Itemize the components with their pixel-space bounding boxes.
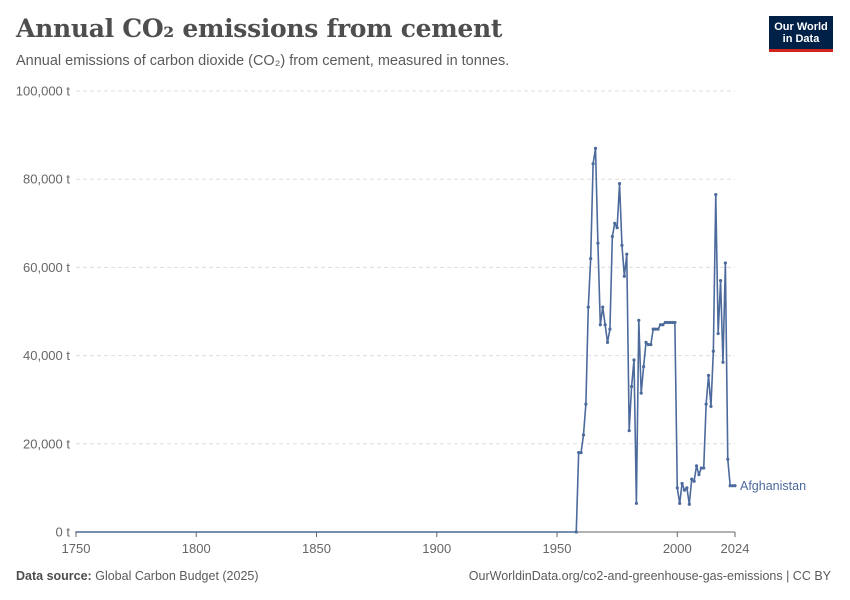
series-label: Afghanistan [740,479,806,493]
data-point [591,162,595,166]
data-point [574,530,578,534]
x-tick-label: 1750 [62,541,91,556]
data-point [622,274,626,278]
data-point [658,323,663,327]
y-axis-tick-labels: 0 t 20,000 t 40,000 t 60,000 t 80,000 t 100,0… [16,84,71,540]
x-tick-label: 2024 [721,541,750,556]
data-point [613,221,617,225]
data-point [697,473,701,477]
data-point [627,428,631,433]
data-point [632,358,636,362]
series-layer: Afghanistan [76,146,806,534]
data-point [721,360,725,364]
data-point [589,256,593,261]
data-point [690,477,694,481]
data-point [716,331,720,336]
x-tick-label: 1850 [302,541,331,556]
data-point [702,466,706,470]
data-point [601,305,605,309]
data-point [733,484,737,488]
footer-url[interactable]: OurWorldinData.org/co2-and-greenhouse-ga… [468,569,831,583]
data-point [678,501,682,505]
data-point [726,457,730,461]
logo-line-1: Our World [774,20,828,33]
data-point [637,318,641,322]
data-source-label: Data source: [16,569,92,583]
data-point [704,402,708,406]
data-point [605,340,610,344]
x-tick-label: 2000 [663,541,692,556]
logo-line-2: in Data [782,32,820,45]
data-point [723,261,727,265]
x-axis: 1750 1800 1850 1900 1950 2000 2024 [62,531,750,556]
data-point [687,502,691,506]
grid-lines [76,90,735,445]
data-point [603,323,607,327]
data-point [581,433,586,437]
data-point [699,466,703,470]
data-point [711,349,715,353]
data-point [642,365,646,369]
data-point [730,484,735,488]
chart-title: Annual CO₂ emissions from cement [16,14,503,43]
data-point [728,484,732,488]
data-point [586,305,590,309]
data-point [666,320,670,325]
data-point [579,451,583,455]
data-point [610,234,614,239]
data-point [644,340,648,344]
data-point [625,252,629,256]
data-point [617,182,622,186]
data-point [646,342,651,347]
data-point [651,327,655,331]
data-point [675,486,679,490]
data-point [661,323,665,327]
data-point [634,501,638,505]
data-point [682,488,687,492]
data-point [593,146,598,150]
chart-subtitle: Annual emissions of carbon dioxide (CO₂)… [16,53,510,69]
data-point [577,451,581,455]
data-point [656,327,660,331]
data-point [680,481,684,486]
x-tick-label: 1950 [543,541,572,556]
data-point [668,320,672,325]
data-point [596,241,600,245]
series-line-afghanistan [76,147,735,533]
y-tick-label: 80,000 t [23,172,70,187]
y-tick-label: 20,000 t [23,436,70,451]
data-point [692,479,696,483]
x-tick-label: 1900 [422,541,451,556]
data-point [670,320,675,325]
data-point [639,391,643,395]
y-tick-label: 100,000 t [16,84,71,99]
data-point [608,327,612,331]
data-point [706,373,711,378]
data-point [685,486,689,490]
owid-logo[interactable]: Our World in Data [769,16,833,52]
data-point [649,342,653,347]
y-tick-label: 40,000 t [23,348,70,363]
data-source: Data source: Global Carbon Budget (2025) [16,569,259,583]
x-tick-label: 1800 [182,541,211,556]
data-point [584,402,588,406]
data-point [673,320,677,325]
data-source-value[interactable]: Global Carbon Budget (2025) [95,569,259,583]
data-point [620,243,624,247]
data-point [709,404,713,408]
data-point [629,384,634,389]
y-tick-label: 0 t [56,525,71,540]
y-tick-label: 60,000 t [23,260,70,275]
data-point [615,226,619,230]
data-point [694,464,699,468]
data-point [654,327,658,331]
data-point [598,323,602,327]
data-point [663,320,667,325]
data-point [714,193,718,197]
data-point [718,279,723,283]
